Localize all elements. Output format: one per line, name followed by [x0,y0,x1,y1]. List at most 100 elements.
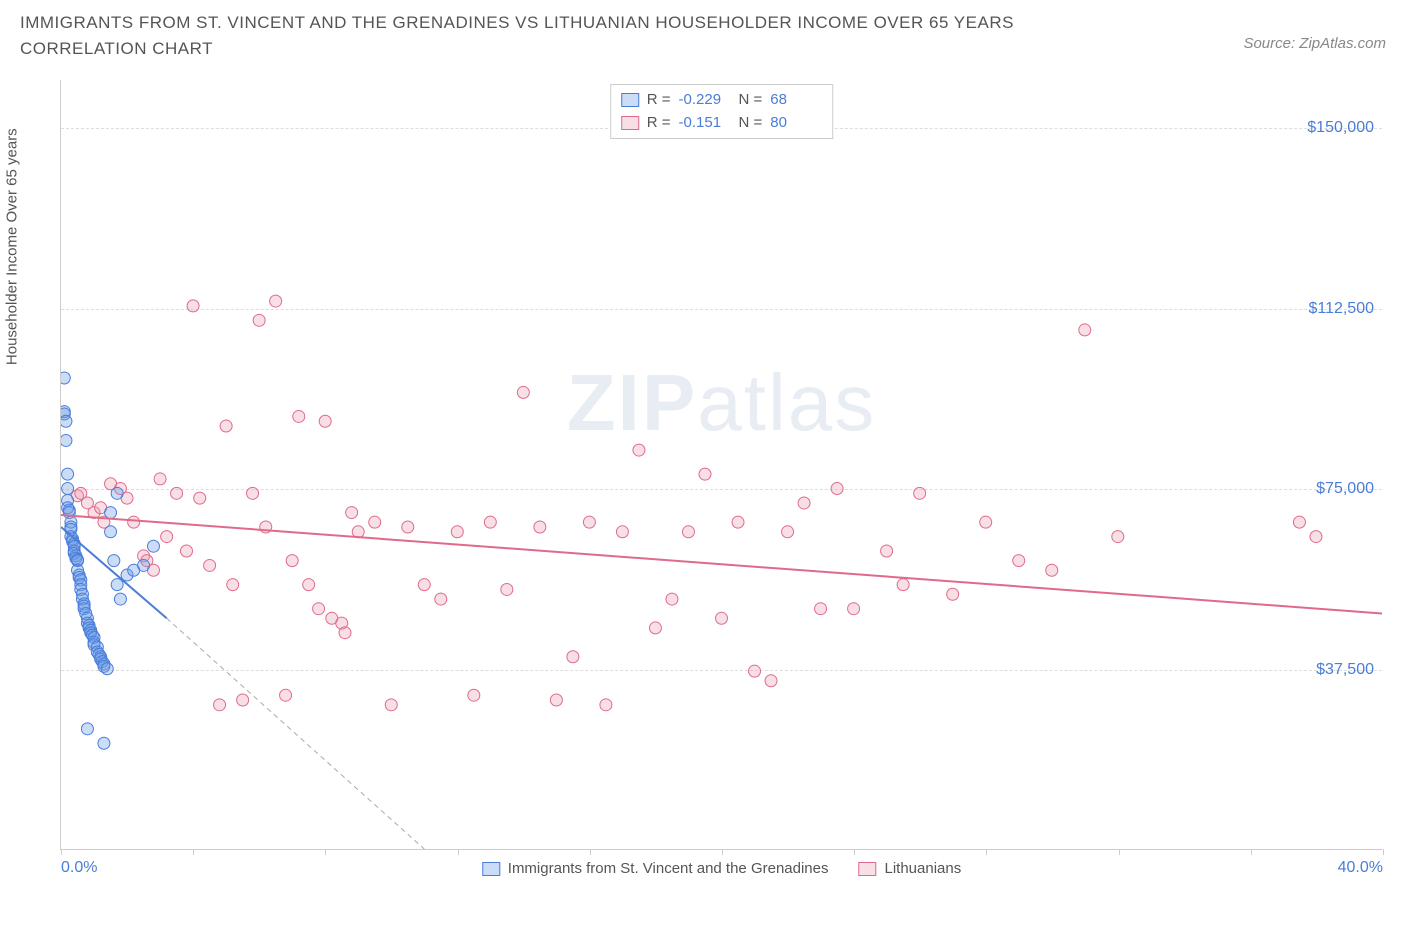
x-tick [458,849,459,855]
data-point [237,694,249,706]
data-point [247,487,259,499]
data-point [484,516,496,528]
extrapolation-line-a [167,618,425,849]
data-point [881,545,893,557]
data-point [319,415,331,427]
data-point [716,612,728,624]
data-point [154,473,166,485]
data-point [105,526,117,538]
stats-legend-row-a: R = -0.229 N = 68 [621,89,823,112]
data-point [194,492,206,504]
data-point [111,487,123,499]
data-point [633,444,645,456]
data-point [798,497,810,509]
data-point [848,603,860,615]
plot-svg [61,80,1382,849]
x-tick [1251,849,1252,855]
stats-legend-row-b: R = -0.151 N = 80 [621,112,823,135]
data-point [980,516,992,528]
data-point [1310,531,1322,543]
series-legend-a: Immigrants from St. Vincent and the Gren… [482,860,829,877]
data-point [369,516,381,528]
x-tick-label: 0.0% [61,859,97,877]
data-point [534,521,546,533]
data-point [517,386,529,398]
data-point [108,555,120,567]
x-tick-label: 40.0% [1338,859,1383,877]
data-point [616,526,628,538]
data-point [583,516,595,528]
data-point [649,622,661,634]
data-point [280,689,292,701]
data-point [128,516,140,528]
data-point [385,699,397,711]
data-point [286,555,298,567]
chart-title: IMMIGRANTS FROM ST. VINCENT AND THE GREN… [20,10,1120,61]
data-point [61,372,70,384]
data-point [62,483,74,495]
data-point [897,579,909,591]
data-point [204,559,216,571]
data-point [550,694,562,706]
n-value-b: 80 [770,112,822,135]
r-value-b: -0.151 [679,112,731,135]
r-label: R = [647,112,671,135]
data-point [313,603,325,615]
data-point [947,588,959,600]
n-label: N = [739,89,763,112]
data-point [501,583,513,595]
data-point [346,507,358,519]
chart-header: IMMIGRANTS FROM ST. VINCENT AND THE GREN… [0,0,1406,61]
x-tick [854,849,855,855]
data-point [62,468,74,480]
series-legend-b: Lithuanians [858,860,961,877]
data-point [765,675,777,687]
data-point [138,559,150,571]
data-point [699,468,711,480]
data-point [98,737,110,749]
x-tick [193,849,194,855]
r-label: R = [647,89,671,112]
data-point [101,663,113,675]
data-point [270,295,282,307]
series-legend: Immigrants from St. Vincent and the Gren… [482,860,961,877]
data-point [435,593,447,605]
data-point [1046,564,1058,576]
r-value-a: -0.229 [679,89,731,112]
data-point [303,579,315,591]
data-point [111,579,123,591]
stats-legend: R = -0.229 N = 68 R = -0.151 N = 80 [610,84,834,139]
data-point [666,593,678,605]
data-point [227,579,239,591]
x-tick [986,849,987,855]
source-attribution: Source: ZipAtlas.com [1243,35,1386,52]
data-point [682,526,694,538]
x-tick [61,849,62,855]
data-point [402,521,414,533]
x-tick [325,849,326,855]
y-axis-label: Householder Income Over 65 years [4,128,21,365]
swatch-series-a-bottom [482,862,500,876]
data-point [171,487,183,499]
data-point [114,593,126,605]
swatch-series-a [621,93,639,107]
data-point [1013,555,1025,567]
data-point [214,699,226,711]
regression-line-b [61,515,1382,614]
data-point [732,516,744,528]
data-point [418,579,430,591]
data-point [105,507,117,519]
data-point [187,300,199,312]
series-b-name: Lithuanians [884,860,961,877]
data-point [180,545,192,557]
data-point [1079,324,1091,336]
data-point [161,531,173,543]
chart-container: Householder Income Over 65 years ZIPatla… [42,80,1382,870]
x-tick [1119,849,1120,855]
data-point [253,314,265,326]
data-point [1112,531,1124,543]
n-label: N = [739,112,763,135]
data-point [567,651,579,663]
x-tick [722,849,723,855]
swatch-series-b [621,116,639,130]
